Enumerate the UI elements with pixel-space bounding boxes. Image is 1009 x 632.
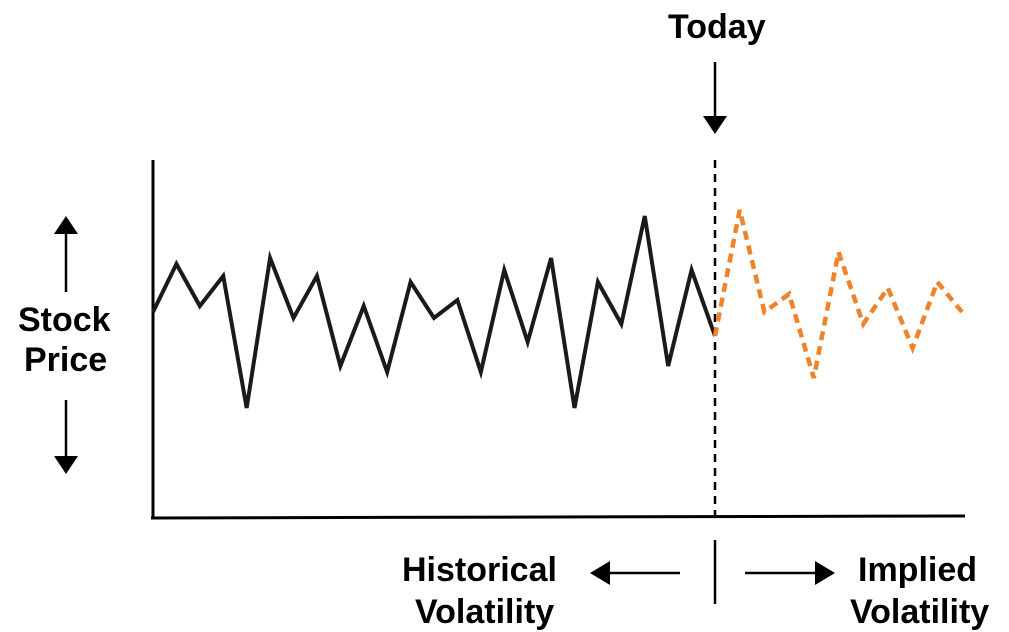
x-axis	[150, 514, 966, 520]
arrow-down-icon	[703, 62, 727, 134]
historical-label-line1: Historical	[402, 551, 557, 589]
arrow-right-icon	[745, 561, 835, 585]
arrow-down-icon	[54, 400, 78, 474]
implied-label-line1: Implied	[858, 551, 978, 589]
implied-label-line2: Volatility	[850, 593, 990, 631]
arrow-up-icon	[54, 216, 78, 292]
historical-price-line	[151, 215, 717, 409]
y-axis-label-line1: Stock	[18, 301, 111, 339]
implied-price-line	[712, 209, 964, 379]
y-axis-label-line2: Price	[24, 341, 108, 379]
arrow-left-icon	[590, 561, 680, 585]
today-label: Today	[668, 8, 766, 46]
historical-label-line2: Volatility	[415, 593, 555, 631]
